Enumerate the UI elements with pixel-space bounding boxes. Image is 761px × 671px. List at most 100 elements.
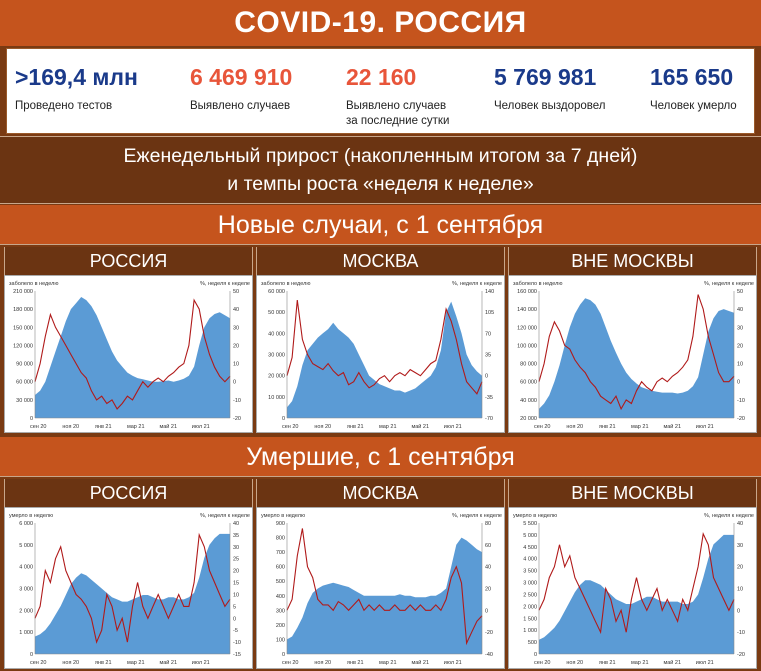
line-series: [538, 532, 735, 635]
left-axis-label: умерло в неделю: [261, 513, 305, 519]
stat-value: 165 650: [650, 64, 734, 90]
chart-panel: умерло в неделю %, неделя к неделе 0 100 200…: [256, 507, 505, 669]
chart-panel: заболело в неделю %, неделя к неделе 0 30 0…: [4, 275, 253, 433]
y2-tick-label: 15: [233, 581, 239, 587]
area-series: [35, 297, 230, 418]
y-tick-label: 120 000: [517, 325, 537, 331]
x-tick-label: июл 21: [444, 424, 462, 430]
y2-tick-label: 50: [233, 289, 239, 295]
y2-tick-label: 70: [485, 331, 491, 337]
y2-tick-label: 50: [737, 289, 743, 295]
x-tick-label: ноя 20: [566, 424, 583, 430]
line-series: [538, 294, 735, 411]
y-tick-label: 160 000: [517, 289, 537, 295]
stat-cases: 6 469 910 Выявлено случаев: [190, 63, 292, 114]
chart-panel: заболело в неделю %, неделя к неделе 0 10 0…: [256, 275, 505, 433]
y-tick-label: 6 000: [19, 521, 33, 527]
line-series: [286, 300, 483, 395]
y-tick-label: 90 000: [16, 362, 33, 368]
y-tick-label: 0: [30, 416, 33, 422]
y-tick-label: 2 000: [523, 604, 537, 610]
y-tick-label: 100 000: [517, 343, 537, 349]
page-title: COVID-19. РОССИЯ: [0, 0, 761, 46]
y-tick-label: 5 500: [523, 521, 537, 527]
y2-tick-label: -5: [233, 628, 238, 634]
y2-tick-label: 20: [737, 565, 743, 571]
right-axis-label: %, неделя к неделе: [452, 513, 502, 519]
right-axis-label: %, неделя к неделе: [200, 281, 250, 287]
stat-value: 22 160: [346, 64, 417, 90]
y-tick-label: 200: [276, 623, 285, 629]
left-axis-label: заболело в неделю: [9, 281, 58, 287]
x-tick-label: янв 21: [599, 424, 616, 430]
line-series: [286, 528, 483, 646]
y-tick-label: 30 000: [16, 398, 33, 404]
y-tick-label: 1 500: [523, 616, 537, 622]
y2-tick-label: 0: [233, 616, 236, 622]
y2-tick-label: 30: [737, 543, 743, 549]
y2-tick-label: 20: [233, 343, 239, 349]
x-tick-label: май 21: [159, 423, 177, 430]
y-tick-label: 100: [276, 637, 285, 643]
area-series: [35, 533, 230, 654]
y2-tick-label: 0: [737, 380, 740, 386]
y2-tick-label: 40: [737, 307, 743, 313]
x-tick-label: май 21: [663, 423, 681, 430]
y2-tick-label: -10: [737, 398, 745, 404]
chart-panel: умерло в неделю %, неделя к неделе 0 500 1 0…: [508, 507, 757, 669]
y-tick-label: 3 000: [19, 587, 33, 593]
line-series: [34, 298, 231, 410]
x-tick-label: янв 21: [347, 660, 364, 666]
y-tick-label: 4 000: [523, 557, 537, 563]
y-tick-label: 0: [282, 416, 285, 422]
y2-tick-label: 80: [485, 521, 491, 527]
y-tick-label: 180 000: [13, 307, 33, 313]
panel-title: МОСКВА: [256, 479, 505, 507]
y2-tick-label: 10: [233, 362, 239, 368]
y-tick-label: 60 000: [16, 380, 33, 386]
weekly-line-1: Еженедельный прирост (накопленным итогом…: [123, 145, 638, 167]
y-tick-label: 0: [282, 652, 285, 658]
y-tick-label: 500: [528, 640, 537, 646]
y-tick-label: 4 500: [523, 545, 537, 551]
x-tick-label: май 21: [159, 659, 177, 666]
left-axis-label: умерло в неделю: [9, 513, 53, 519]
y-tick-label: 500: [276, 579, 285, 585]
y-tick-label: 120 000: [13, 343, 33, 349]
x-tick-label: янв 21: [347, 424, 364, 430]
x-tick-label: янв 21: [95, 660, 112, 666]
y2-tick-label: 20: [737, 343, 743, 349]
y2-tick-label: -20: [233, 416, 241, 422]
y-tick-label: 2 500: [523, 592, 537, 598]
x-tick-label: ноя 20: [314, 424, 331, 430]
x-tick-label: мар 21: [631, 660, 649, 666]
y-tick-label: 400: [276, 594, 285, 600]
y-tick-label: 140 000: [517, 307, 537, 313]
left-axis-label: заболело в неделю: [261, 281, 310, 287]
panel-title: РОССИЯ: [4, 479, 253, 507]
weekly-subtitle: Еженедельный прирост (накопленным итогом…: [0, 136, 761, 204]
y2-tick-label: 40: [233, 307, 239, 313]
y2-tick-label: 0: [737, 608, 740, 614]
x-tick-label: мар 21: [379, 660, 397, 666]
stat-label: Человек выздоровел: [494, 100, 606, 112]
y-tick-label: 5 000: [19, 543, 33, 549]
x-tick-label: ноя 20: [62, 424, 79, 430]
left-axis-label: заболело в неделю: [513, 281, 562, 287]
y2-tick-label: -70: [485, 416, 493, 422]
area-series: [539, 298, 734, 418]
y-tick-label: 40 000: [520, 398, 537, 404]
y2-tick-label: 35: [233, 533, 239, 539]
y2-tick-label: 0: [233, 380, 236, 386]
x-tick-label: июл 21: [192, 660, 210, 666]
area-series: [539, 534, 734, 654]
y-tick-label: 0: [534, 652, 537, 658]
y-tick-label: 10 000: [268, 395, 285, 401]
x-tick-label: сен 20: [534, 424, 551, 430]
y2-tick-label: 10: [233, 592, 239, 598]
chart-panel: заболело в неделю %, неделя к неделе 20 00…: [508, 275, 757, 433]
x-tick-label: ноя 20: [62, 660, 79, 666]
weekly-line-2: и темпы роста «неделя к неделе»: [227, 173, 534, 195]
x-tick-label: янв 21: [95, 424, 112, 430]
chart-deaths-russia: РОССИЯ умерло в неделю %, неделя к неделе…: [4, 479, 253, 669]
